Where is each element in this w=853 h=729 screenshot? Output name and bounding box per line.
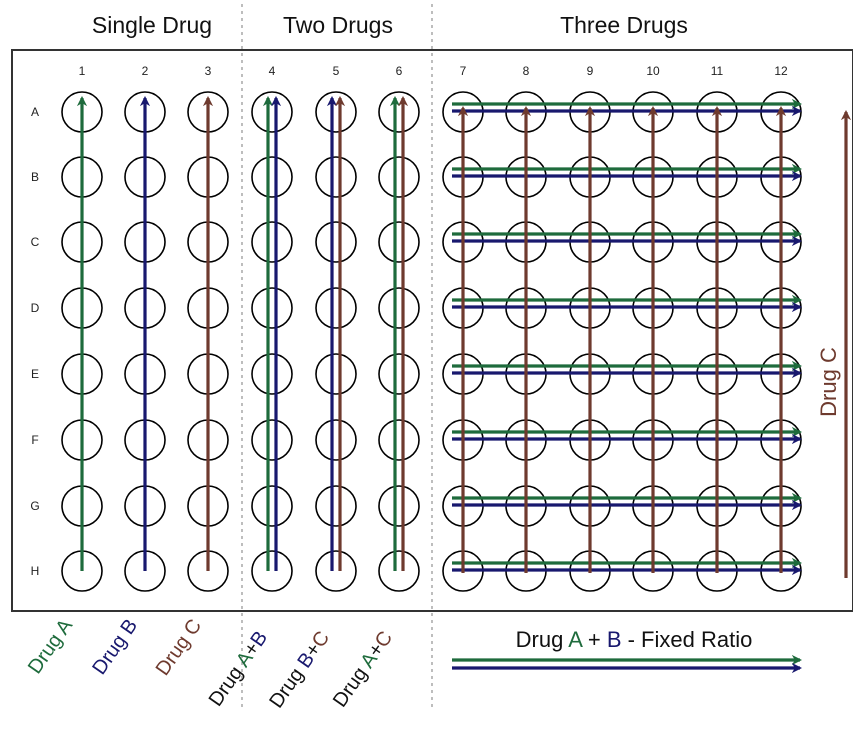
column-label-6: 6 <box>396 64 403 78</box>
bottom-label-3: Drug C <box>152 615 206 680</box>
bottom-label-4: Drug A+B <box>205 627 272 710</box>
well-G6 <box>378 485 420 527</box>
well-G5 <box>315 485 357 527</box>
column-label-3: 3 <box>205 64 212 78</box>
well-C4 <box>251 221 293 263</box>
well-F5 <box>315 419 357 461</box>
well-A6 <box>378 91 420 133</box>
section-title-three-drugs: Three Drugs <box>560 12 688 38</box>
well-B6 <box>378 156 420 198</box>
column-label-10: 10 <box>646 64 660 78</box>
legend-prefix: Drug <box>516 627 569 652</box>
bottom-label-2: Drug B <box>88 615 142 679</box>
well-E5 <box>315 353 357 395</box>
well-D6 <box>378 287 420 329</box>
plate-border <box>11 49 853 612</box>
column-label-5: 5 <box>333 64 340 78</box>
column-label-8: 8 <box>523 64 530 78</box>
well-C5 <box>315 221 357 263</box>
row-label-A: A <box>31 105 39 119</box>
well-F4 <box>251 419 293 461</box>
well-B4 <box>251 156 293 198</box>
column-label-7: 7 <box>460 64 467 78</box>
well-H6 <box>378 550 420 592</box>
well-F6 <box>378 419 420 461</box>
legend-fixed-ratio-text: Drug A + B - Fixed Ratio <box>516 627 753 652</box>
column-label-2: 2 <box>142 64 149 78</box>
legend-drug-b: B <box>607 627 622 652</box>
well-A5 <box>315 91 357 133</box>
section-title-single-drug: Single Drug <box>92 12 212 38</box>
column-label-1: 1 <box>79 64 86 78</box>
column-label-4: 4 <box>269 64 276 78</box>
well-G4 <box>251 485 293 527</box>
row-labels: A B C D E F G H <box>30 105 39 578</box>
row-label-F: F <box>31 433 38 447</box>
bottom-label-6: Drug A+C <box>329 627 397 711</box>
row-label-D: D <box>31 301 40 315</box>
column-labels: 1 2 3 4 5 6 7 8 9 10 11 12 <box>79 64 788 78</box>
section-title-two-drugs: Two Drugs <box>283 12 393 38</box>
well-D4 <box>251 287 293 329</box>
drug-gradient-arrows <box>76 95 803 576</box>
well-D5 <box>315 287 357 329</box>
row-label-G: G <box>30 499 39 513</box>
well-E4 <box>251 353 293 395</box>
row-label-B: B <box>31 170 39 184</box>
bottom-label-1: Drug A <box>24 615 77 678</box>
column-label-11: 11 <box>711 64 724 78</box>
well-C6 <box>378 221 420 263</box>
column-label-12: 12 <box>774 64 788 78</box>
column-label-9: 9 <box>587 64 594 78</box>
well-H4 <box>251 550 293 592</box>
well-E6 <box>378 353 420 395</box>
well-B5 <box>315 156 357 198</box>
well-H5 <box>315 550 357 592</box>
row-label-H: H <box>31 564 40 578</box>
legend-suffix: - Fixed Ratio <box>622 627 753 652</box>
bottom-label-5: Drug B+C <box>265 627 334 712</box>
legend-drug-a: A <box>568 627 583 652</box>
row-label-E: E <box>31 367 39 381</box>
legend-plus: + <box>582 627 607 652</box>
row-label-C: C <box>31 235 40 249</box>
drug-c-side-label: Drug C <box>816 347 841 417</box>
well-A4 <box>251 91 293 133</box>
